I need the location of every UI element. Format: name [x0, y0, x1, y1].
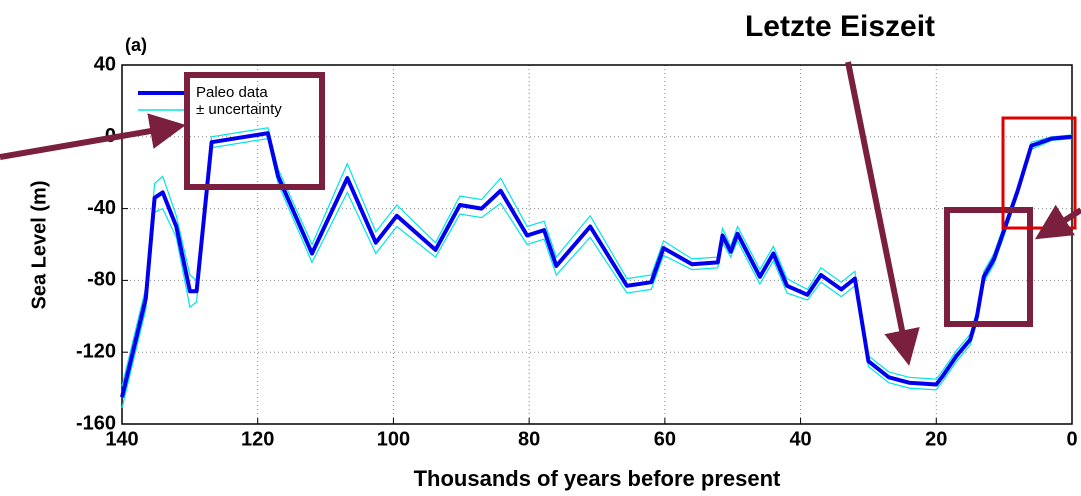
uncertainty-line [121, 137, 1073, 408]
arrow [0, 113, 186, 160]
x-tick-label: 60 [654, 428, 676, 450]
y-tick-label: -120 [76, 340, 116, 362]
x-tick-label: 40 [789, 428, 811, 450]
arrow [1034, 204, 1081, 240]
x-axis-title: Thousands of years before present [414, 466, 781, 491]
x-tick-label: 80 [518, 428, 540, 450]
highlight-box [944, 207, 1033, 327]
panel-label: (a) [125, 35, 147, 55]
y-tick-label: -160 [76, 412, 116, 434]
plot: 400-40-80-120-160140120100806040200Paleo… [76, 53, 1078, 450]
x-tick-label: 20 [925, 428, 947, 450]
y-tick-label: -40 [87, 197, 116, 219]
chart-title: Letzte Eiszeit [745, 10, 935, 43]
legend-label: Paleo data [196, 84, 268, 101]
x-tick-label: 100 [377, 428, 410, 450]
y-axis-title: Sea Level (m) [28, 181, 50, 310]
uncertainty-line [121, 127, 1073, 387]
data-line [120, 131, 1073, 398]
plot-frame [121, 64, 1073, 425]
legend-label: ± uncertainty [196, 101, 282, 118]
x-tick-label: 120 [241, 428, 274, 450]
y-tick-label: -80 [87, 269, 116, 291]
highlight-box [184, 72, 325, 190]
x-tick-label: 0 [1066, 428, 1077, 450]
y-tick-label: 40 [94, 53, 116, 75]
x-tick-label: 140 [105, 428, 138, 450]
arrow [845, 61, 920, 366]
